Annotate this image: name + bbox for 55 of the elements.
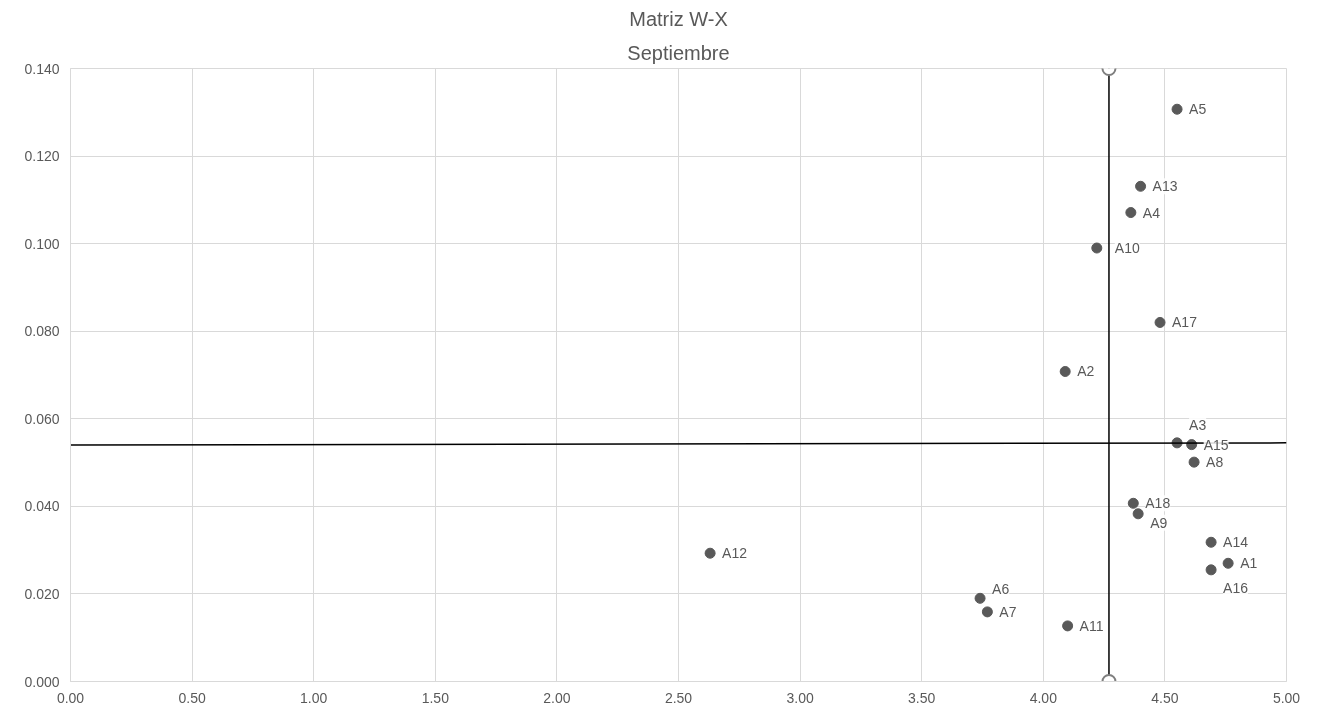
annotation: A5	[1189, 101, 1207, 118]
y-tick-label: 0.100	[24, 235, 60, 252]
point	[1171, 103, 1183, 115]
x-tick-label: 2.00	[543, 689, 571, 706]
x-tick-label: 3.00	[786, 689, 814, 706]
point	[974, 592, 986, 604]
annotation: A8	[1206, 454, 1224, 471]
annotation: A10	[1114, 240, 1140, 257]
y-tick-label: 0.120	[24, 148, 60, 165]
y-tick-label: 0.040	[24, 498, 60, 515]
annotation: A17	[1172, 314, 1198, 331]
point	[1125, 207, 1137, 219]
annotation: A16	[1223, 579, 1249, 596]
point	[1132, 508, 1144, 520]
annotation: A15	[1203, 436, 1229, 453]
annotation: A4	[1142, 204, 1161, 221]
point	[1154, 316, 1166, 328]
x-tick-label: 1.00	[300, 689, 328, 706]
x-tick-label: 3.50	[908, 689, 936, 706]
point	[1205, 536, 1217, 548]
annotation: A6	[992, 581, 1010, 598]
y-tick-label: 0.000	[24, 673, 60, 690]
x-tick-label: 2.50	[664, 689, 693, 706]
annotation: A14	[1223, 534, 1249, 551]
annotation: A2	[1077, 363, 1095, 380]
annotation: A1	[1240, 555, 1258, 572]
point	[1188, 456, 1200, 468]
x-tick-label: 1.50	[421, 689, 450, 706]
point	[1127, 497, 1139, 509]
point	[1222, 557, 1234, 569]
y-tick-label: 0.020	[24, 585, 60, 602]
point	[1091, 242, 1103, 254]
point	[981, 606, 993, 618]
annotation: A7	[999, 603, 1017, 620]
point	[1135, 180, 1147, 192]
point	[704, 547, 716, 559]
annotation: A12	[722, 545, 748, 562]
point	[1205, 564, 1217, 576]
annotation: A13	[1152, 178, 1178, 195]
annotation: A11	[1079, 617, 1104, 634]
x-tick-label: 0.00	[56, 689, 85, 706]
point	[1059, 366, 1071, 377]
y-tick-label: 0.080	[24, 323, 60, 340]
annotation: A3	[1189, 416, 1207, 433]
chart-title: Matriz W-X	[629, 7, 728, 30]
chart-subtitle: Septiembre	[627, 41, 730, 64]
x-tick-label: 0.50	[178, 689, 206, 706]
y-tick-label: 0.140	[24, 60, 60, 77]
y-tick-label: 0.060	[24, 410, 60, 427]
point	[1062, 620, 1074, 632]
x-tick-label: 5.00	[1272, 689, 1301, 706]
annotation: A9	[1150, 514, 1168, 531]
x-tick-label: 4.50	[1151, 689, 1179, 706]
x-tick-label: 4.00	[1029, 689, 1058, 706]
annotation: A18	[1145, 495, 1171, 512]
